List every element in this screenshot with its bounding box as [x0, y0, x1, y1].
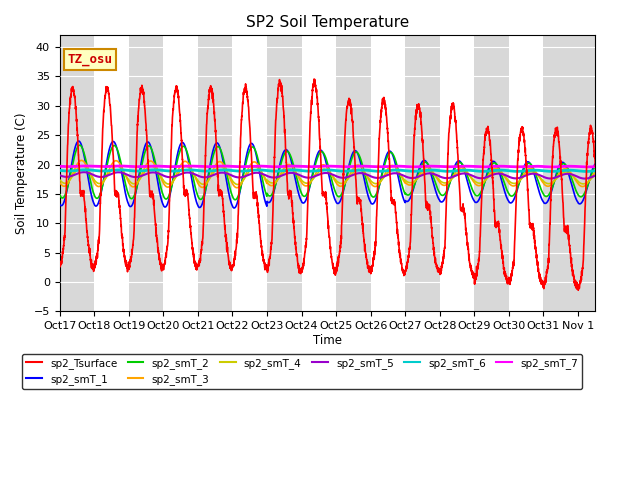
X-axis label: Time: Time	[313, 334, 342, 347]
Bar	[301, 36, 336, 312]
Bar	[94, 36, 129, 312]
Y-axis label: Soil Temperature (C): Soil Temperature (C)	[15, 113, 28, 234]
Legend: sp2_Tsurface, sp2_smT_1, sp2_smT_2, sp2_smT_3, sp2_smT_4, sp2_smT_5, sp2_smT_6, : sp2_Tsurface, sp2_smT_1, sp2_smT_2, sp2_…	[22, 354, 582, 389]
Bar	[232, 36, 267, 312]
Title: SP2 Soil Temperature: SP2 Soil Temperature	[246, 15, 409, 30]
Bar	[440, 36, 474, 312]
Bar	[163, 36, 198, 312]
Text: TZ_osu: TZ_osu	[68, 53, 113, 66]
Bar	[371, 36, 405, 312]
Bar	[509, 36, 543, 312]
